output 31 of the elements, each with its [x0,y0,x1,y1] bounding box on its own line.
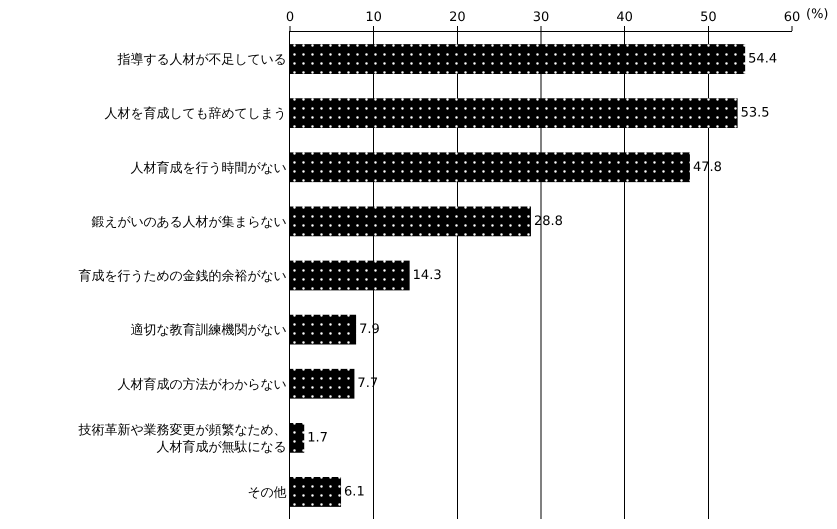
y-tick-label: 鍛えがいのある人材が集まらない [91,214,286,230]
y-tick-label: 人材を育成しても辞めてしまう [104,106,286,122]
y-tick-label: その他 [247,485,286,500]
x-tick-label: 0 [286,10,294,25]
y-tick-label: 適切な教育訓練機関がない [130,322,286,338]
x-tick-label: 60 [784,10,800,25]
data-label: 6.1 [344,484,365,500]
bar [290,422,304,453]
y-tick-label: 人材育成を行う時間がない [130,160,286,176]
x-tick-label: 10 [365,10,382,25]
bar [290,98,738,128]
x-tick-label: 30 [532,10,550,25]
bar [290,260,410,290]
data-label: 1.7 [307,430,328,446]
x-axis-title: (%) [806,7,828,22]
y-tick-label: 指導する人材が不足している [116,52,286,68]
bar [290,44,746,74]
bar [290,206,531,236]
y-tick-label: 技術革新や業務変更が頻繁なため、人材育成が無駄になる [77,422,286,455]
y-tick-label: 人材育成の方法がわからない [117,376,286,392]
bar [290,152,690,182]
data-label: 53.5 [740,106,770,121]
data-label: 14.3 [412,268,442,283]
x-tick-label: 20 [449,10,466,25]
bar [290,477,342,507]
bar [290,368,354,399]
x-tick-label: 50 [700,10,717,25]
data-label: 54.4 [748,52,778,67]
y-tick-label: 育成を行うための金銭的余裕がない [78,268,286,284]
bar [290,314,356,344]
x-tick-label: 40 [616,10,633,25]
